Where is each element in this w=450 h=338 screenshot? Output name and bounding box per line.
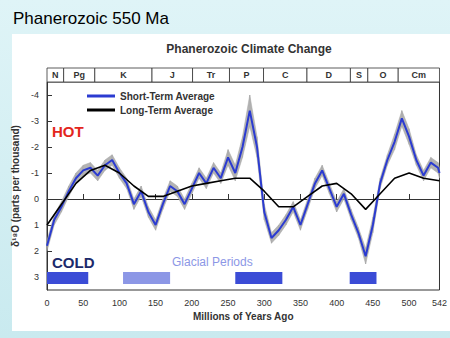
svg-text:COLD: COLD [52, 254, 95, 271]
svg-text:-2: -2 [31, 142, 39, 152]
svg-text:0: 0 [34, 194, 39, 204]
svg-text:100: 100 [112, 298, 127, 308]
svg-text:P: P [243, 70, 249, 80]
svg-text:200: 200 [184, 298, 199, 308]
svg-text:1: 1 [34, 220, 39, 230]
svg-text:O: O [380, 70, 387, 80]
svg-text:Millions of Years Ago: Millions of Years Ago [193, 311, 294, 322]
svg-text:K: K [120, 70, 127, 80]
svg-text:Glacial Periods: Glacial Periods [172, 255, 253, 269]
svg-text:2: 2 [34, 246, 39, 256]
svg-text:542: 542 [432, 298, 447, 308]
svg-text:Pg: Pg [73, 70, 85, 80]
svg-text:C: C [282, 70, 289, 80]
svg-text:δ¹⁸O (parts per thousand): δ¹⁸O (parts per thousand) [10, 125, 21, 247]
svg-text:-4: -4 [31, 90, 39, 100]
svg-text:500: 500 [402, 298, 417, 308]
svg-text:250: 250 [221, 298, 236, 308]
svg-text:3: 3 [34, 272, 39, 282]
svg-text:0: 0 [44, 298, 49, 308]
svg-text:Cm: Cm [412, 70, 427, 80]
svg-text:400: 400 [329, 298, 344, 308]
svg-text:Short-Term Average: Short-Term Average [120, 91, 215, 102]
svg-text:Tr: Tr [207, 70, 216, 80]
svg-text:N: N [52, 70, 59, 80]
svg-text:Long-Term Average: Long-Term Average [120, 105, 213, 116]
svg-text:350: 350 [293, 298, 308, 308]
svg-text:-1: -1 [31, 168, 39, 178]
svg-text:300: 300 [257, 298, 272, 308]
svg-text:D: D [325, 70, 332, 80]
svg-text:450: 450 [365, 298, 380, 308]
svg-text:50: 50 [78, 298, 88, 308]
svg-text:150: 150 [148, 298, 163, 308]
svg-text:S: S [356, 70, 362, 80]
svg-text:J: J [170, 70, 175, 80]
svg-text:Phanerozoic Climate Change: Phanerozoic Climate Change [166, 42, 332, 56]
svg-text:-3: -3 [31, 116, 39, 126]
svg-text:HOT: HOT [52, 123, 84, 140]
svg-text:Phanerozoic 550 Ma: Phanerozoic 550 Ma [13, 9, 169, 28]
